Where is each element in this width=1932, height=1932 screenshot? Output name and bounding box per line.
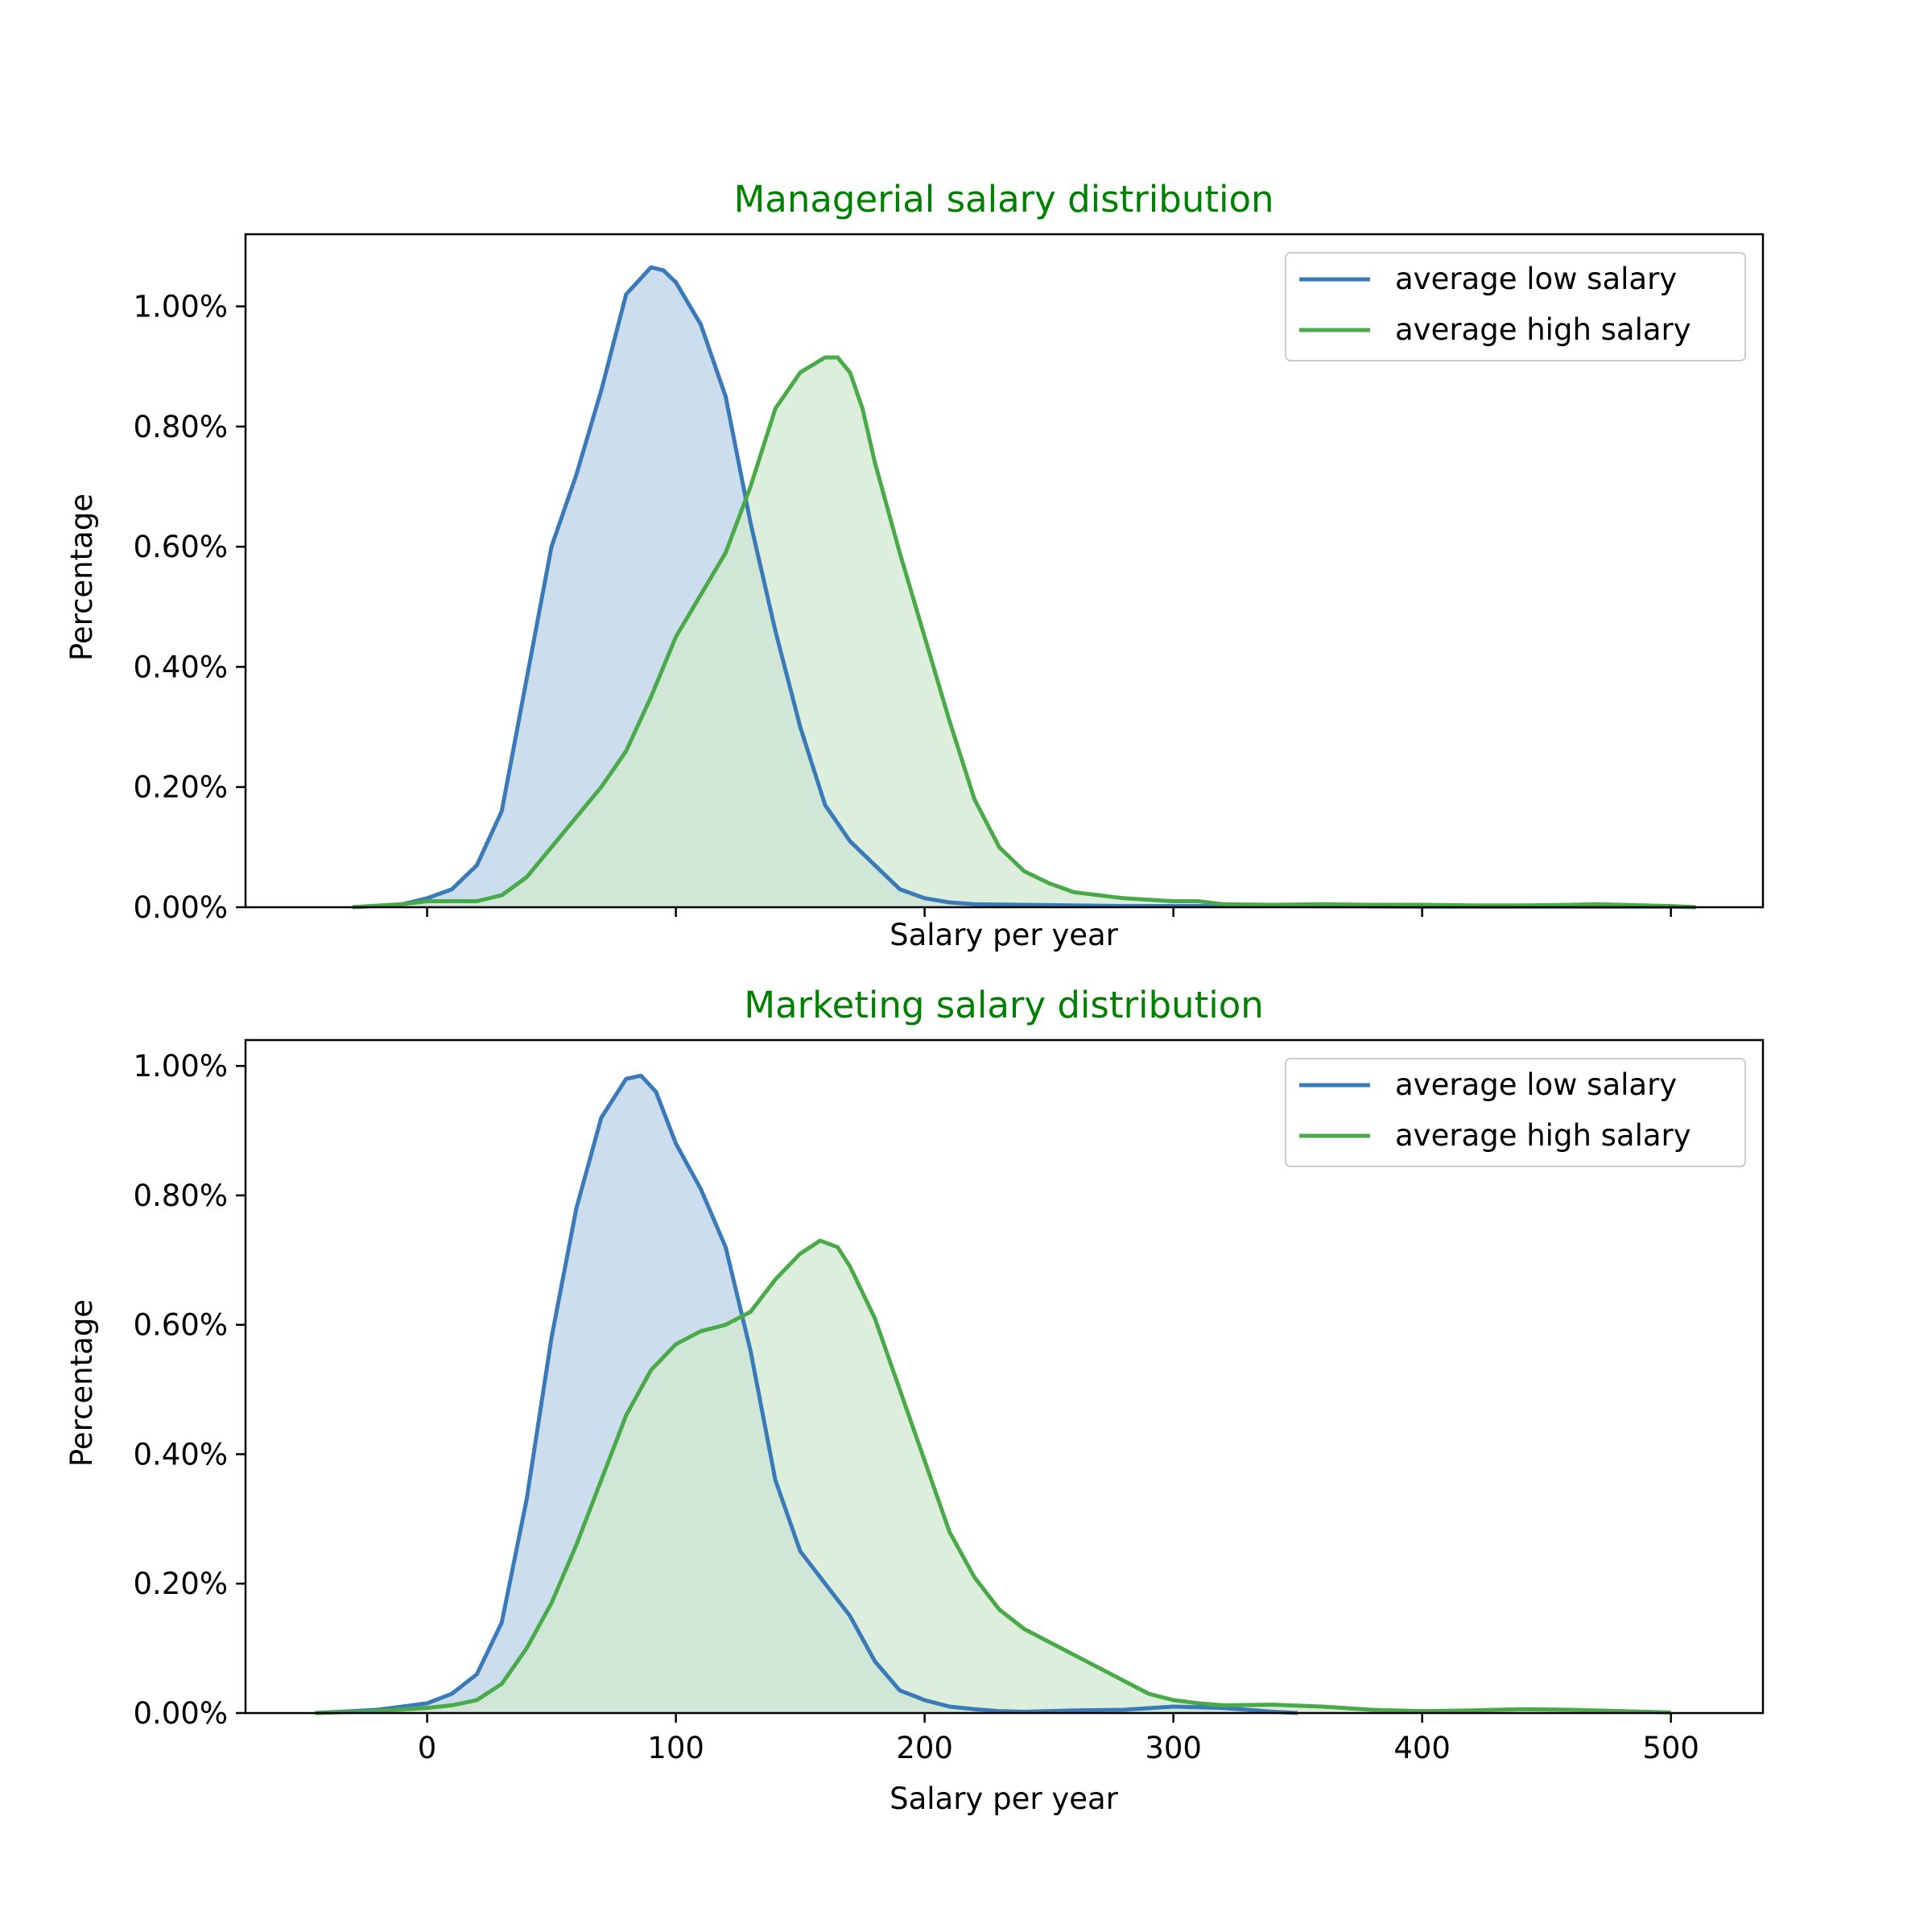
legend-box [1285,1058,1746,1167]
plot-area [352,265,1696,910]
axes-frame [244,233,1765,909]
legend-label-low: average low salary [1395,1067,1677,1102]
legend-label-high: average high salary [1395,312,1691,347]
y-tick-label: 0.20% [133,1567,228,1601]
x-tick-label: 0 [418,1731,437,1765]
series-area-low [315,1075,1298,1713]
series-area-high [352,357,1696,907]
x-tick-label: 300 [1145,1731,1202,1765]
axis-ticks: 0.00% 0.20% 0.40% 0.60% 0.80% 1.00% [133,233,1765,925]
series-line-low [352,265,1696,910]
x-tick-label: 200 [896,1731,953,1765]
y-tick-label: 0.00% [133,890,228,925]
x-tick-label: 500 [1642,1731,1699,1765]
x-tick-label: 400 [1393,1731,1451,1765]
x-axis-label: Salary per year [890,918,1119,952]
axis-ticks: 0.00% 0.20% 0.40% 0.60% 0.80% 1.00% 0 100 200 300… [133,1038,1765,1765]
y-tick-label: 0.60% [133,1308,228,1343]
legend: average low salary average high salary [1285,252,1746,361]
y-axis-label: Percentage [64,1299,99,1467]
chart-title: Marketing salary distribution [744,984,1264,1026]
series-line-high [315,1238,1671,1715]
y-axis-label: Percentage [64,493,99,661]
chart-title: Managerial salary distribution [733,178,1274,221]
legend-box [1285,252,1746,361]
series-line-low [315,1073,1298,1715]
managerial-panel: Managerial salary distribution 0.00% 0.20… [64,178,1765,952]
y-tick-label: 0.20% [133,770,228,805]
series-line-high [352,355,1696,910]
y-tick-label: 1.00% [133,290,228,324]
y-tick-label: 0.80% [133,1179,228,1213]
legend: average low salary average high salary [1285,1058,1746,1167]
plot-area [315,1073,1671,1715]
legend-label-high: average high salary [1395,1118,1691,1153]
marketing-panel: Marketing salary distribution 0.00% 0.20%… [64,984,1765,1816]
x-axis-label: Salary per year [890,1781,1119,1816]
y-tick-label: 0.40% [133,1437,228,1472]
series-area-high [315,1241,1671,1713]
y-tick-label: 0.40% [133,650,228,684]
y-tick-label: 0.80% [133,410,228,444]
y-tick-label: 1.00% [133,1049,228,1084]
axes-frame [244,1038,1765,1715]
x-tick-label: 100 [647,1731,704,1765]
y-tick-label: 0.00% [133,1696,228,1731]
y-tick-label: 0.60% [133,530,228,564]
legend-label-low: average low salary [1395,262,1677,296]
